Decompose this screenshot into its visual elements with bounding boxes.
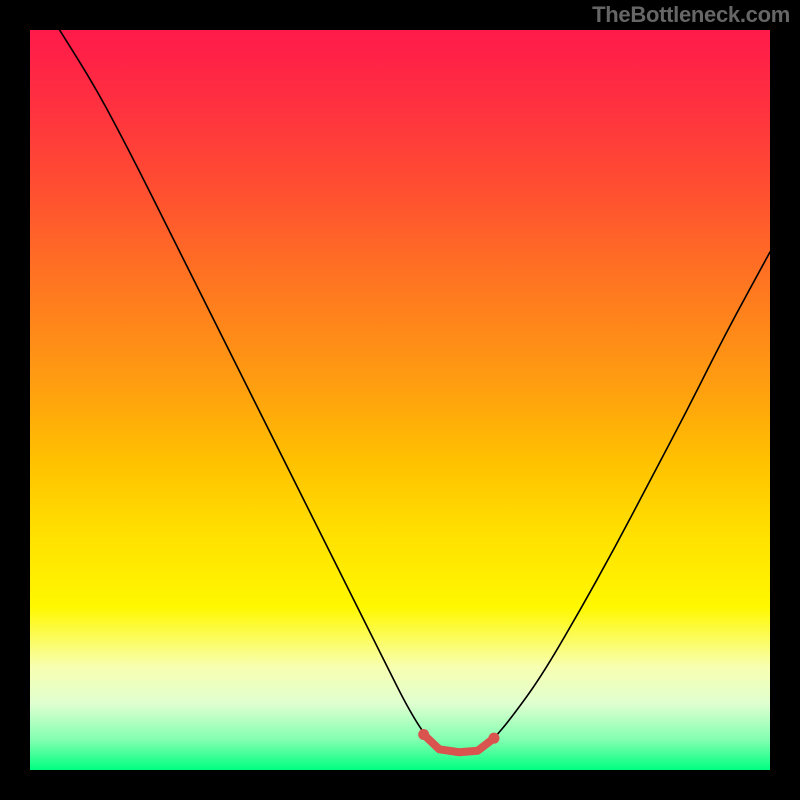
- chart-svg: [30, 30, 770, 770]
- plot-area: [30, 30, 770, 770]
- chart-frame: TheBottleneck.com: [0, 0, 800, 800]
- valley-dot-1: [488, 733, 499, 744]
- watermark-text: TheBottleneck.com: [592, 2, 790, 28]
- valley-dot-0: [418, 729, 429, 740]
- gradient-background: [30, 30, 770, 770]
